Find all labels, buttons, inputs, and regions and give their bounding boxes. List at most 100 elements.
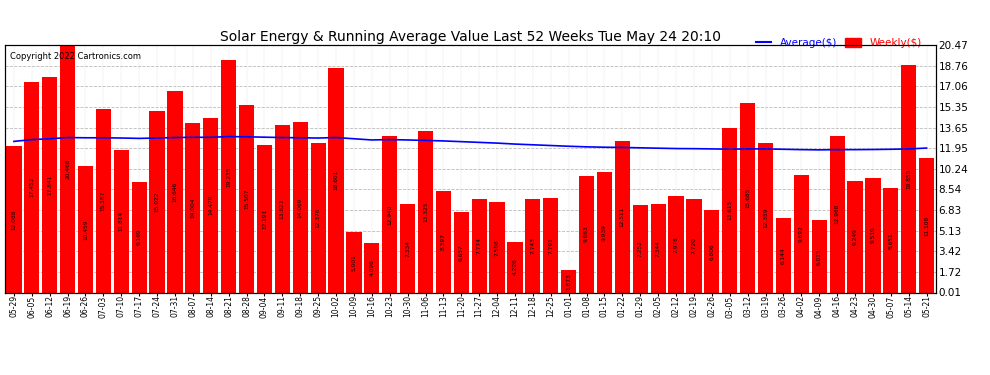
Bar <box>24 81 40 292</box>
Bar <box>758 143 773 292</box>
Bar <box>812 220 827 292</box>
Text: 12.088: 12.088 <box>12 209 17 230</box>
Text: 12.511: 12.511 <box>620 207 625 227</box>
Bar <box>633 205 647 292</box>
Bar <box>60 45 75 292</box>
Bar <box>579 176 594 292</box>
Bar <box>704 210 720 292</box>
Text: 4.096: 4.096 <box>369 260 374 276</box>
Text: 7.743: 7.743 <box>531 237 536 254</box>
Text: 14.470: 14.470 <box>208 195 213 215</box>
Text: 15.507: 15.507 <box>245 189 249 209</box>
Text: 4.226: 4.226 <box>513 259 518 275</box>
Text: 19.235: 19.235 <box>226 166 231 186</box>
Legend: Average($), Weekly($): Average($), Weekly($) <box>751 34 926 53</box>
Text: 10.459: 10.459 <box>83 219 88 240</box>
Bar <box>114 150 129 292</box>
Text: 7.978: 7.978 <box>673 236 678 253</box>
Text: 8.651: 8.651 <box>888 232 893 249</box>
Bar <box>776 218 791 292</box>
Bar <box>293 122 308 292</box>
Text: 20.468: 20.468 <box>65 159 70 179</box>
Text: 15.022: 15.022 <box>154 192 159 212</box>
Text: 9.169: 9.169 <box>137 229 142 246</box>
Bar <box>149 111 164 292</box>
Text: 9.939: 9.939 <box>602 224 607 241</box>
Bar <box>847 181 862 292</box>
Text: 13.325: 13.325 <box>423 202 428 222</box>
Text: 7.791: 7.791 <box>548 237 553 254</box>
Text: 5.001: 5.001 <box>351 254 356 271</box>
Bar <box>597 172 612 292</box>
Text: 12.968: 12.968 <box>835 204 840 224</box>
Bar <box>346 232 361 292</box>
Title: Solar Energy & Running Average Value Last 52 Weeks Tue May 24 20:10: Solar Energy & Running Average Value Las… <box>220 30 721 44</box>
Text: 7.334: 7.334 <box>405 240 410 257</box>
Text: 18.855: 18.855 <box>906 168 911 189</box>
Bar <box>185 123 200 292</box>
Bar <box>615 141 630 292</box>
Bar <box>830 136 844 292</box>
Bar <box>132 182 147 292</box>
Text: 11.108: 11.108 <box>924 215 929 236</box>
Text: 15.685: 15.685 <box>745 188 750 208</box>
Text: 7.720: 7.720 <box>691 237 696 254</box>
Bar <box>96 109 111 292</box>
Text: 6.806: 6.806 <box>710 243 715 260</box>
Bar <box>203 118 219 292</box>
Text: 1.873: 1.873 <box>566 273 571 290</box>
Bar <box>919 158 935 292</box>
Bar <box>883 188 898 292</box>
Text: 9.249: 9.249 <box>852 228 857 245</box>
Bar <box>901 64 917 292</box>
Text: 9.510: 9.510 <box>870 227 875 243</box>
Text: 15.187: 15.187 <box>101 190 106 211</box>
Text: 13.615: 13.615 <box>728 200 733 220</box>
Bar <box>311 143 326 292</box>
Text: 9.692: 9.692 <box>799 226 804 242</box>
Bar <box>239 105 254 292</box>
Text: 8.397: 8.397 <box>441 233 446 250</box>
Bar <box>741 103 755 292</box>
Bar <box>78 166 93 292</box>
Text: 11.814: 11.814 <box>119 211 124 231</box>
Bar <box>6 146 22 292</box>
Bar <box>722 128 738 292</box>
Bar <box>382 136 397 292</box>
Bar <box>256 145 272 292</box>
Bar <box>436 191 451 292</box>
Bar <box>489 202 505 292</box>
Bar <box>418 131 433 292</box>
Text: 13.823: 13.823 <box>280 199 285 219</box>
Text: 7.774: 7.774 <box>477 237 482 254</box>
Text: 7.506: 7.506 <box>495 239 500 256</box>
Text: 6.637: 6.637 <box>458 244 463 261</box>
Text: 12.359: 12.359 <box>763 208 768 228</box>
Text: 16.646: 16.646 <box>172 182 177 202</box>
Bar <box>794 176 809 292</box>
Bar <box>561 270 576 292</box>
Bar <box>508 242 523 292</box>
Text: Copyright 2022 Cartronics.com: Copyright 2022 Cartronics.com <box>10 53 141 62</box>
Text: 14.069: 14.069 <box>298 197 303 218</box>
Bar <box>167 91 182 292</box>
Text: 12.940: 12.940 <box>387 204 392 225</box>
Text: 7.344: 7.344 <box>655 240 660 256</box>
Bar <box>453 212 469 292</box>
Bar <box>668 196 684 292</box>
Text: 17.452: 17.452 <box>30 177 35 197</box>
Bar <box>865 178 880 292</box>
Text: 6.144: 6.144 <box>781 247 786 264</box>
Text: 17.841: 17.841 <box>48 174 52 195</box>
Text: 18.601: 18.601 <box>334 170 339 190</box>
Text: 12.191: 12.191 <box>262 209 267 229</box>
Text: 9.663: 9.663 <box>584 226 589 243</box>
Bar <box>400 204 415 292</box>
Bar <box>329 68 344 292</box>
Bar <box>686 199 702 292</box>
Bar <box>471 199 487 292</box>
Bar <box>275 125 290 292</box>
Bar <box>43 77 57 292</box>
Bar <box>221 60 237 292</box>
Bar <box>544 198 558 292</box>
